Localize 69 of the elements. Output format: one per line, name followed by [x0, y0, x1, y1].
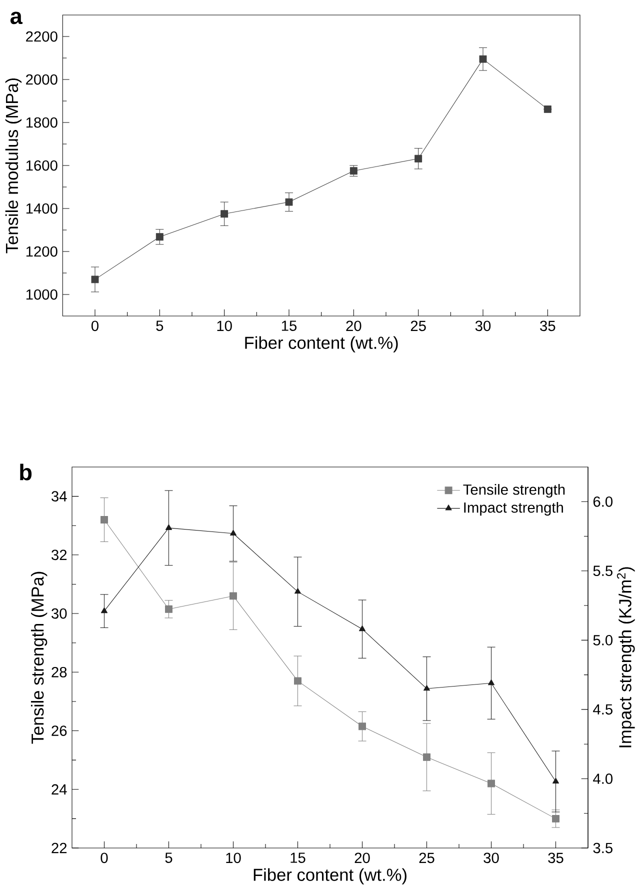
- y2-tick-label: 5.5: [593, 566, 612, 576]
- y-tick-label: 1400: [26, 203, 58, 214]
- y2-tick-label: 6.0: [593, 496, 613, 507]
- y-tick-label: 30: [52, 608, 67, 619]
- y-tick-label: 26: [52, 726, 67, 736]
- x-tick-label: 10: [226, 852, 241, 864]
- y-tick-label: 2000: [26, 74, 58, 85]
- legend-label: Tensile strength: [463, 484, 565, 498]
- point: [479, 55, 487, 63]
- point: [488, 679, 495, 686]
- y-tick-label: 22: [52, 842, 67, 854]
- point: [358, 722, 366, 730]
- legend-label: Impact strength: [464, 502, 563, 516]
- point: [358, 625, 366, 632]
- point: [156, 233, 164, 241]
- point: [230, 592, 237, 600]
- point: [100, 607, 108, 614]
- point: [552, 778, 560, 784]
- y-axis-title: Tensile strength (MPa): [30, 572, 48, 744]
- y2-axis-title: Impact strength (KJ/m$^{2}$): [616, 567, 635, 748]
- x-tick-label: 0: [91, 320, 98, 332]
- y-tick-label: 1200: [26, 246, 58, 257]
- x-tick-label: 25: [419, 852, 434, 864]
- x-tick-label: 30: [475, 320, 491, 332]
- point: [100, 516, 108, 524]
- y-axis-title: Tensile modulus (MPa): [5, 78, 22, 254]
- y-tick-label: 34: [52, 491, 67, 502]
- point: [552, 814, 560, 822]
- point: [220, 210, 228, 218]
- point: [165, 605, 172, 613]
- x-tick-label: 35: [540, 320, 556, 332]
- x-tick-label: 5: [156, 320, 164, 331]
- point: [423, 753, 430, 761]
- x-axis-title: Fiber content (wt.%): [245, 336, 398, 352]
- y-tick-label: 24: [52, 784, 67, 794]
- point: [423, 684, 430, 691]
- y-tick-label: 28: [52, 666, 67, 678]
- point: [414, 154, 422, 162]
- point: [544, 105, 552, 113]
- chart-title: b: [20, 464, 32, 480]
- y-tick-label: 1800: [26, 117, 58, 128]
- point: [165, 524, 172, 530]
- x-tick-label: 5: [165, 852, 172, 863]
- point: [294, 588, 302, 594]
- y-tick-label: 1000: [26, 289, 58, 300]
- x-tick-label: 15: [282, 320, 297, 331]
- x-tick-label: 30: [484, 852, 499, 864]
- y-tick-label: 1600: [26, 160, 58, 171]
- chart-title: a: [10, 12, 23, 24]
- y2-tick-label: 4.0: [593, 774, 613, 784]
- point: [488, 780, 495, 788]
- x-tick-label: 20: [354, 852, 370, 864]
- y-tick-label: 32: [52, 550, 67, 560]
- x-tick-label: 25: [410, 320, 426, 332]
- y2-tick-label: 3.5: [593, 842, 612, 854]
- point: [285, 198, 293, 206]
- y2-tick-label: 5.0: [593, 635, 613, 646]
- x-tick-label: 20: [346, 320, 362, 332]
- y-tick-label: 2200: [26, 31, 58, 42]
- y2-tick-label: 4.5: [593, 704, 612, 715]
- point: [91, 276, 99, 284]
- x-tick-label: 0: [100, 852, 108, 864]
- x-axis-title: Fiber content (wt.%): [254, 868, 406, 884]
- x-tick-label: 35: [548, 852, 564, 864]
- x-tick-label: 10: [217, 320, 232, 332]
- x-tick-label: 15: [290, 852, 306, 863]
- point: [294, 677, 302, 685]
- point: [230, 530, 237, 536]
- point: [350, 167, 358, 175]
